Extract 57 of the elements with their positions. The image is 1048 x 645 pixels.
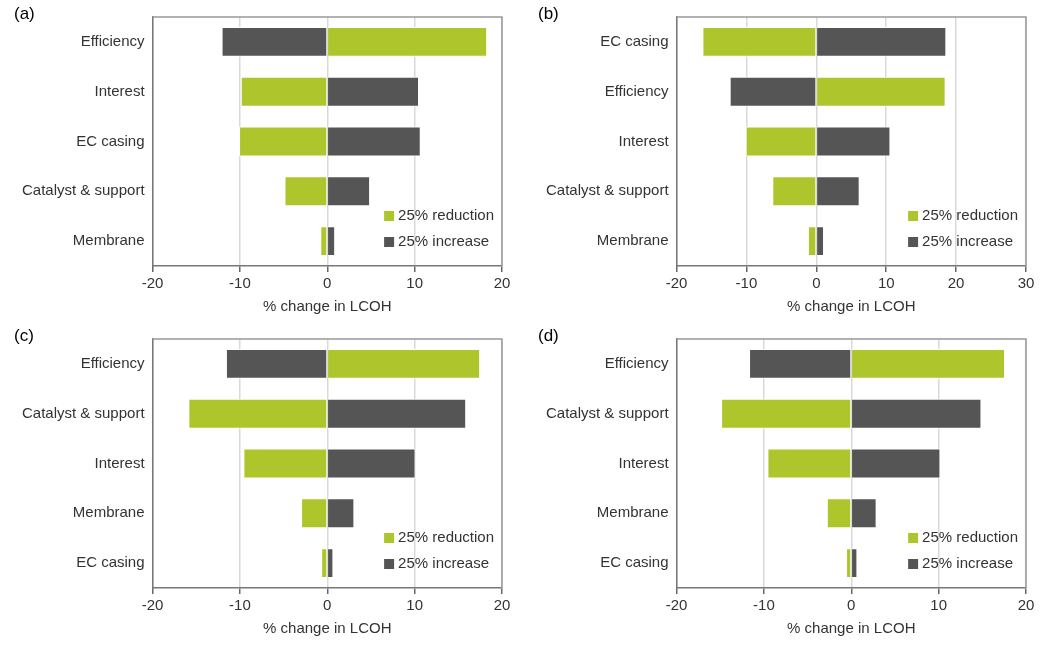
legend-label: 25% reduction bbox=[922, 206, 1019, 224]
chart-title: (c) bbox=[14, 325, 34, 345]
legend-label: 25% reduction bbox=[398, 206, 495, 224]
y-tick-label: EC casing bbox=[76, 131, 145, 149]
x-tick-label: 20 bbox=[947, 274, 965, 292]
x-tick-label: -20 bbox=[141, 274, 164, 292]
x-tick-label: 0 bbox=[812, 274, 821, 292]
legend-label: 25% increase bbox=[922, 232, 1013, 250]
y-tick-label: Membrane bbox=[72, 231, 145, 249]
y-tick-label: Efficiency bbox=[80, 354, 146, 372]
y-tick-label: Interest bbox=[94, 81, 146, 99]
chart-title: (d) bbox=[538, 325, 559, 345]
y-tick-label: Efficiency bbox=[80, 32, 146, 50]
legend-label: 25% increase bbox=[398, 554, 489, 572]
x-tick-label: -10 bbox=[229, 596, 251, 614]
x-tick-label: 10 bbox=[406, 274, 423, 292]
x-tick-label: -10 bbox=[735, 274, 758, 292]
x-tick-label: 10 bbox=[930, 596, 947, 614]
y-tick-label: Efficiency bbox=[604, 354, 670, 372]
y-tick-label: Catalyst & support bbox=[21, 181, 146, 199]
chart-title: (b) bbox=[538, 3, 559, 23]
y-tick-label: Interest bbox=[618, 453, 670, 471]
y-tick-label: Membrane bbox=[596, 503, 669, 521]
y-tick-label: EC casing bbox=[600, 553, 669, 571]
y-tick-label: Interest bbox=[94, 453, 146, 471]
x-tick-label: 20 bbox=[1017, 596, 1035, 614]
y-tick-label: Membrane bbox=[596, 231, 669, 249]
x-tick-label: -20 bbox=[665, 274, 688, 292]
x-axis-title: % change in LCOH bbox=[787, 297, 916, 315]
y-tick-label: Membrane bbox=[72, 503, 145, 521]
x-tick-label: 0 bbox=[323, 596, 332, 614]
x-axis-title: % change in LCOH bbox=[263, 619, 392, 637]
y-tick-label: EC casing bbox=[600, 32, 669, 50]
legend-label: 25% reduction bbox=[398, 528, 495, 546]
x-tick-label: 20 bbox=[493, 274, 511, 292]
x-tick-label: -20 bbox=[665, 596, 688, 614]
x-tick-label: -20 bbox=[141, 596, 164, 614]
x-tick-label: -10 bbox=[229, 274, 251, 292]
y-tick-label: Catalyst & support bbox=[545, 403, 670, 421]
x-tick-label: 10 bbox=[406, 596, 423, 614]
y-tick-label: Catalyst & support bbox=[21, 403, 146, 421]
y-tick-label: Efficiency bbox=[604, 81, 670, 99]
legend-label: 25% increase bbox=[398, 232, 489, 250]
chart-title: (a) bbox=[14, 3, 35, 23]
x-tick-label: 0 bbox=[847, 596, 856, 614]
x-tick-label: 10 bbox=[877, 274, 895, 292]
legend-label: 25% increase bbox=[922, 554, 1013, 572]
x-axis-title: % change in LCOH bbox=[787, 619, 916, 637]
y-tick-label: EC casing bbox=[76, 553, 145, 571]
x-tick-label: 0 bbox=[323, 274, 332, 292]
x-axis-title: % change in LCOH bbox=[263, 297, 392, 315]
y-tick-label: Catalyst & support bbox=[545, 181, 670, 199]
legend-label: 25% reduction bbox=[922, 528, 1019, 546]
y-tick-label: Interest bbox=[618, 131, 670, 149]
x-tick-label: 20 bbox=[493, 596, 511, 614]
x-tick-label: 30 bbox=[1017, 274, 1035, 292]
x-tick-label: -10 bbox=[753, 596, 775, 614]
